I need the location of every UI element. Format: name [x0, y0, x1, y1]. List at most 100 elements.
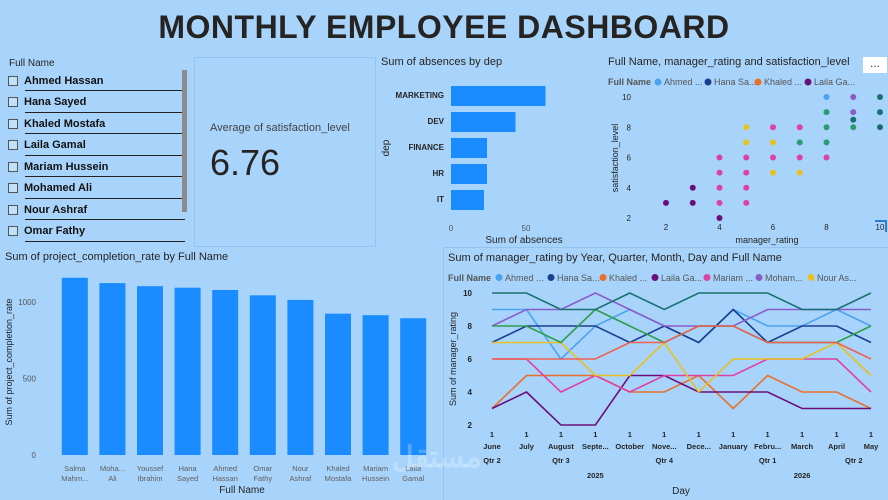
slicer-item[interactable]: Laila Gamal — [8, 135, 186, 156]
checkbox[interactable] — [8, 75, 18, 86]
scatter-legend-label[interactable]: Laila Ga... — [814, 77, 855, 87]
ratings-series-line[interactable] — [492, 341, 872, 394]
ratings-legend-label[interactable]: Moham... — [765, 273, 803, 283]
ratings-series-line[interactable] — [491, 374, 871, 426]
slicer-item[interactable]: Omar Fathy — [8, 221, 186, 242]
scatter-point[interactable] — [716, 199, 723, 206]
scatter-point[interactable] — [823, 139, 830, 146]
ratings-legend-label[interactable]: Ahmed ... — [505, 273, 544, 283]
ratings-legend-label[interactable]: Mariam ... — [713, 273, 753, 283]
scatter-point[interactable] — [796, 154, 803, 161]
slicer-item[interactable]: Mohamed Ali — [8, 178, 186, 199]
ratings-xtick-year: 2026 — [794, 471, 811, 480]
scatter-point[interactable] — [743, 139, 750, 146]
scatter-point[interactable] — [689, 199, 696, 206]
scatter-ytick: 2 — [627, 214, 632, 223]
scatter-point[interactable] — [689, 184, 696, 191]
ratings-xtick-month: January — [719, 442, 749, 451]
scatter-point[interactable] — [850, 94, 857, 100]
scatter-point[interactable] — [850, 116, 857, 123]
scatter-point[interactable] — [663, 199, 669, 206]
completion-bar[interactable] — [174, 287, 201, 455]
slicer-item[interactable]: Khaled Mostafa — [8, 113, 186, 134]
checkbox[interactable] — [8, 226, 18, 236]
completion-bar[interactable] — [137, 286, 163, 455]
checkbox[interactable] — [8, 161, 18, 172]
scatter-point[interactable] — [743, 154, 750, 161]
slicer-item[interactable]: Nour Ashraf — [8, 199, 186, 220]
scatter-point[interactable] — [796, 139, 803, 146]
scatter-point[interactable] — [796, 124, 803, 131]
scatter-point[interactable] — [823, 124, 830, 131]
completion-xtick: Mostafa — [325, 474, 353, 483]
completion-bar[interactable] — [400, 318, 427, 455]
ratings-legend-marker — [599, 274, 607, 281]
ratings-legend-label[interactable]: Hana Sa... — [557, 273, 600, 283]
scatter-point[interactable] — [716, 154, 723, 161]
scatter-point[interactable] — [850, 109, 857, 116]
slicer-item[interactable]: Hana Sayed — [8, 92, 186, 113]
ratings-series-line[interactable] — [492, 292, 872, 311]
slicer-item-divider — [25, 240, 185, 242]
completion-bar[interactable] — [99, 283, 126, 455]
completion-bar[interactable] — [212, 289, 239, 455]
ratings-chart-title: Sum of manager_rating by Year, Quarter, … — [448, 252, 782, 264]
ratings-ylabel: Sum of manager_rating — [448, 312, 458, 406]
slicer-item[interactable]: Ahmed Hassan — [8, 70, 186, 91]
scatter-point[interactable] — [743, 169, 750, 176]
absences-bar[interactable] — [451, 190, 484, 210]
checkbox[interactable] — [8, 204, 18, 215]
checkbox[interactable] — [8, 183, 18, 193]
scatter-point[interactable] — [716, 215, 723, 221]
scatter-point[interactable] — [823, 154, 830, 161]
slicer-item[interactable]: Mariam Hussein — [8, 156, 186, 177]
scatter-point[interactable] — [770, 154, 776, 161]
scatter-point[interactable] — [823, 109, 830, 116]
checkbox[interactable] — [8, 118, 18, 129]
scatter-legend-label[interactable]: Ahmed ... — [664, 77, 703, 87]
scatter-point[interactable] — [743, 124, 750, 131]
scatter-ytick: 6 — [627, 154, 632, 163]
ratings-legend-label[interactable]: Nour As... — [817, 273, 857, 283]
scatter-point[interactable] — [743, 184, 750, 191]
scatter-point[interactable] — [770, 169, 776, 176]
slicer-item-label: Omar Fathy — [24, 225, 86, 237]
ratings-legend-label[interactable]: Laila Ga... — [661, 273, 702, 283]
absences-bar[interactable] — [451, 138, 487, 158]
scatter-legend-label[interactable]: Khaled ... — [764, 77, 802, 87]
scatter-point[interactable] — [877, 109, 883, 116]
ratings-legend-label[interactable]: Khaled ... — [609, 273, 647, 283]
absences-bar[interactable] — [451, 86, 546, 106]
checkbox[interactable] — [8, 140, 18, 150]
scatter-point[interactable] — [877, 124, 883, 131]
scatter-point[interactable] — [770, 124, 776, 131]
slicer-scrollbar[interactable] — [182, 70, 187, 212]
completion-bar[interactable] — [325, 313, 351, 455]
completion-bar[interactable] — [249, 295, 276, 455]
absences-bar[interactable] — [451, 112, 516, 132]
scatter-point[interactable] — [850, 124, 857, 131]
completion-xtick: Ahmed — [213, 464, 237, 473]
completion-xtick: Ibrahim — [137, 474, 162, 483]
scatter-legend-label[interactable]: Hana Sa... — [714, 77, 757, 87]
scatter-point[interactable] — [743, 199, 750, 206]
checkbox[interactable] — [8, 97, 18, 107]
scatter-point[interactable] — [823, 94, 830, 100]
completion-bar[interactable] — [61, 277, 88, 455]
more-options-button[interactable]: ... — [863, 57, 887, 73]
scatter-legend-title: Full Name — [608, 77, 651, 87]
scatter-point[interactable] — [716, 169, 723, 176]
scatter-point[interactable] — [770, 139, 776, 146]
completion-bar[interactable] — [362, 315, 389, 455]
scatter-point[interactable] — [877, 94, 883, 100]
completion-ytick: 1000 — [18, 298, 36, 307]
ratings-legend-marker — [495, 274, 503, 281]
ratings-series-line[interactable] — [492, 325, 872, 360]
absences-bar[interactable] — [451, 164, 487, 184]
ratings-xtick-quarter: Qtr 2 — [483, 456, 501, 465]
scatter-point[interactable] — [796, 169, 803, 176]
ratings-series-line[interactable] — [492, 358, 872, 393]
completion-bar[interactable] — [287, 299, 314, 455]
focus-corner-icon[interactable] — [875, 220, 887, 232]
scatter-point[interactable] — [716, 184, 723, 191]
